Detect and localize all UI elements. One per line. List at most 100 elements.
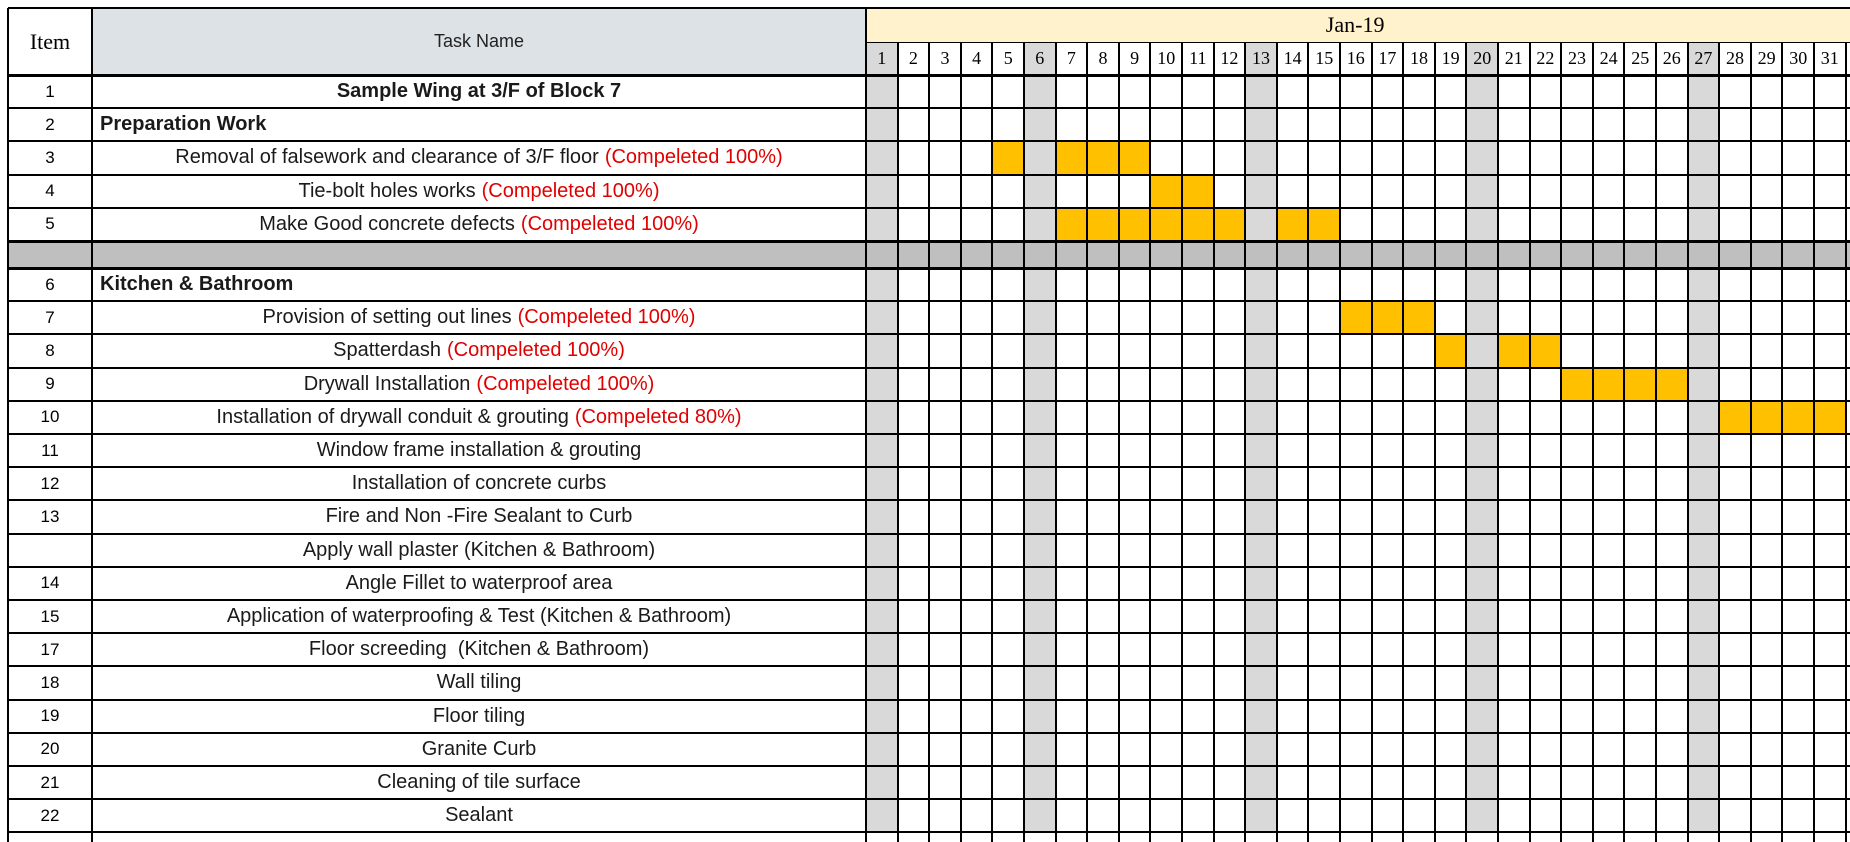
day-header-17[interactable]: 17 xyxy=(1378,48,1397,68)
day-cell[interactable] xyxy=(1719,141,1751,174)
day-cell[interactable] xyxy=(1687,174,1720,208)
day-cell[interactable] xyxy=(1498,208,1530,241)
day-cell[interactable] xyxy=(1624,799,1656,832)
day-cell[interactable] xyxy=(1308,799,1340,832)
day-cell[interactable] xyxy=(1214,600,1246,633)
day-cell[interactable] xyxy=(1466,75,1498,109)
day-cell[interactable] xyxy=(1182,434,1214,467)
day-cell[interactable] xyxy=(866,666,898,700)
day-cell[interactable] xyxy=(1308,334,1340,367)
day-cell[interactable] xyxy=(1214,700,1246,733)
day-header-7[interactable]: 7 xyxy=(1066,48,1076,68)
day-cell[interactable] xyxy=(929,733,961,766)
day-cell[interactable] xyxy=(1340,175,1372,208)
day-cell[interactable] xyxy=(1182,467,1214,500)
day-cell[interactable] xyxy=(992,567,1024,600)
day-cell[interactable] xyxy=(1656,301,1688,334)
day-cell[interactable] xyxy=(1751,534,1783,567)
day-cell[interactable] xyxy=(1372,75,1404,108)
day-cell[interactable] xyxy=(1214,633,1246,666)
day-cell[interactable] xyxy=(1466,566,1498,600)
item-column-header[interactable]: Item xyxy=(29,28,71,54)
day-cell[interactable] xyxy=(1340,368,1372,401)
day-header-9[interactable]: 9 xyxy=(1130,48,1140,68)
day-cell[interactable] xyxy=(1403,175,1435,208)
day-cell[interactable] xyxy=(1656,467,1688,500)
day-cell[interactable] xyxy=(1340,733,1372,766)
day-cell[interactable] xyxy=(1814,799,1846,832)
day-cell[interactable] xyxy=(1403,141,1435,174)
day-cell[interactable] xyxy=(1561,733,1593,766)
day-cell[interactable] xyxy=(1593,534,1625,567)
day-cell[interactable] xyxy=(1372,700,1404,733)
day-cell[interactable] xyxy=(1308,301,1340,334)
day-cell[interactable] xyxy=(1087,108,1119,141)
day-cell[interactable] xyxy=(1119,434,1151,467)
day-cell[interactable] xyxy=(1403,799,1435,832)
day-cell[interactable] xyxy=(1403,75,1435,108)
day-cell[interactable] xyxy=(1340,401,1372,434)
day-cell[interactable] xyxy=(1245,799,1277,833)
day-cell[interactable] xyxy=(1024,799,1056,833)
day-cell[interactable] xyxy=(1119,334,1151,367)
day-cell[interactable] xyxy=(1372,766,1404,799)
day-cell[interactable] xyxy=(866,75,898,109)
day-cell[interactable] xyxy=(1687,467,1720,501)
day-cell[interactable] xyxy=(1656,500,1688,533)
day-cell[interactable] xyxy=(1593,799,1625,832)
day-cell[interactable] xyxy=(1245,301,1277,335)
day-cell[interactable] xyxy=(1687,699,1720,733)
day-cell[interactable] xyxy=(1782,301,1814,334)
day-cell[interactable] xyxy=(1656,434,1688,467)
day-cell[interactable] xyxy=(866,732,898,766)
day-cell[interactable] xyxy=(1498,434,1530,467)
day-cell[interactable] xyxy=(1782,108,1814,141)
day-cell[interactable] xyxy=(1624,301,1656,334)
day-header-26[interactable]: 26 xyxy=(1662,48,1681,68)
item-number-cell[interactable]: 5 xyxy=(45,214,55,234)
day-cell[interactable] xyxy=(1687,141,1720,175)
progress-bar-cell[interactable] xyxy=(1150,174,1182,208)
day-cell[interactable] xyxy=(1466,108,1498,142)
day-cell[interactable] xyxy=(1119,175,1151,208)
day-cell[interactable] xyxy=(1340,108,1372,141)
day-cell[interactable] xyxy=(1435,666,1467,699)
progress-bar-cell[interactable] xyxy=(1340,301,1372,335)
day-cell[interactable] xyxy=(1245,732,1277,766)
day-cell[interactable] xyxy=(1782,141,1814,174)
day-cell[interactable] xyxy=(1498,567,1530,600)
day-cell[interactable] xyxy=(1561,401,1593,434)
day-header-13[interactable]: 13 xyxy=(1245,42,1277,75)
task-name-cell[interactable]: Kitchen & Bathroom xyxy=(92,268,866,301)
day-cell[interactable] xyxy=(1782,208,1814,241)
day-cell[interactable] xyxy=(1182,700,1214,733)
day-cell[interactable] xyxy=(1466,268,1498,302)
day-cell[interactable] xyxy=(1530,666,1562,699)
day-cell[interactable] xyxy=(1372,434,1404,467)
day-cell[interactable] xyxy=(866,699,898,733)
day-cell[interactable] xyxy=(1530,434,1562,467)
day-cell[interactable] xyxy=(1530,268,1562,301)
day-cell[interactable] xyxy=(1624,75,1656,108)
day-cell[interactable] xyxy=(1372,334,1404,367)
day-cell[interactable] xyxy=(1656,334,1688,367)
day-cell[interactable] xyxy=(898,368,930,401)
day-cell[interactable] xyxy=(1182,75,1214,108)
day-cell[interactable] xyxy=(929,175,961,208)
day-cell[interactable] xyxy=(1245,666,1277,700)
day-header-25[interactable]: 25 xyxy=(1631,48,1650,68)
day-cell[interactable] xyxy=(961,467,993,500)
day-cell[interactable] xyxy=(1751,301,1783,334)
day-cell[interactable] xyxy=(1182,633,1214,666)
task-name-cell[interactable]: Make Good concrete defects (Compeleted 10… xyxy=(92,208,866,241)
item-number-cell[interactable]: 22 xyxy=(40,805,60,825)
day-cell[interactable] xyxy=(929,434,961,467)
day-cell[interactable] xyxy=(929,500,961,533)
day-cell[interactable] xyxy=(1024,600,1056,634)
day-cell[interactable] xyxy=(1466,434,1498,468)
progress-bar-cell[interactable] xyxy=(1182,207,1214,241)
day-cell[interactable] xyxy=(1624,467,1656,500)
day-cell[interactable] xyxy=(1119,766,1151,799)
day-cell[interactable] xyxy=(1656,401,1688,434)
day-cell[interactable] xyxy=(1687,566,1720,600)
